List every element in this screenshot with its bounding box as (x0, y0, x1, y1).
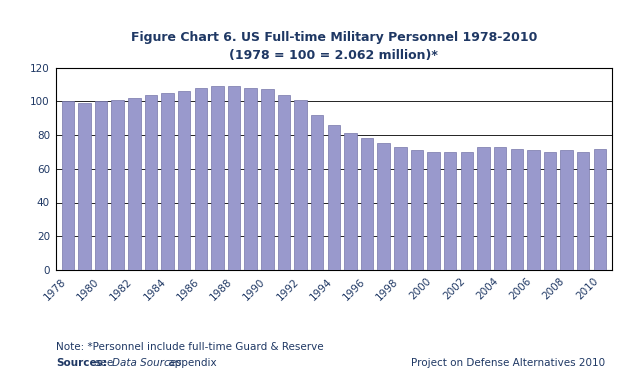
Bar (311, 115, 323, 270)
Bar (261, 90, 273, 270)
Bar (128, 98, 140, 270)
Bar (411, 150, 423, 270)
Bar (78, 103, 90, 270)
Bar (593, 148, 606, 270)
Bar (245, 88, 257, 270)
Bar (328, 125, 340, 270)
Bar (112, 100, 124, 270)
Bar (544, 152, 556, 270)
Text: appendix: appendix (165, 357, 217, 368)
Bar (145, 94, 157, 270)
Bar (211, 86, 223, 270)
Bar (477, 147, 490, 270)
Bar (95, 101, 107, 270)
Bar (394, 147, 407, 270)
Bar (378, 144, 390, 270)
Text: see: see (95, 357, 116, 368)
Bar (361, 138, 373, 270)
Bar (494, 147, 506, 270)
Bar (195, 88, 207, 270)
Bar (527, 150, 540, 270)
Bar (510, 148, 523, 270)
Bar (577, 152, 590, 270)
Bar (444, 152, 457, 270)
Text: Data Sources: Data Sources (112, 357, 182, 368)
Bar (228, 86, 240, 270)
Bar (560, 150, 573, 270)
Bar (295, 100, 307, 270)
Bar (344, 134, 357, 270)
Bar (162, 93, 174, 270)
Bar (62, 101, 74, 270)
Text: Sources:: Sources: (56, 357, 107, 368)
Bar (278, 94, 290, 270)
Bar (461, 152, 473, 270)
Bar (427, 152, 440, 270)
Title: Figure Chart 6. US Full-time Military Personnel 1978-2010
(1978 = 100 = 2.062 mi: Figure Chart 6. US Full-time Military Pe… (130, 31, 537, 62)
Text: Note: *Personnel include full-time Guard & Reserve: Note: *Personnel include full-time Guard… (56, 342, 324, 352)
Bar (178, 91, 190, 270)
Text: Project on Defense Alternatives 2010: Project on Defense Alternatives 2010 (411, 357, 605, 368)
